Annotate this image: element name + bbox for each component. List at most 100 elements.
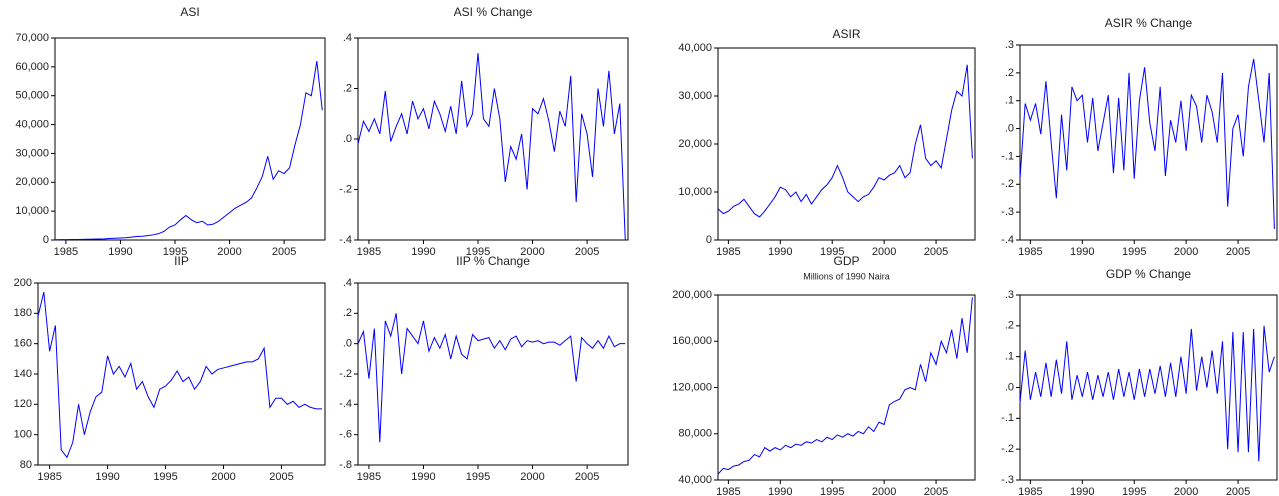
x-tick-label: 1995 — [163, 246, 187, 258]
y-tick-label: -.4 — [339, 398, 352, 410]
plot-frame — [357, 282, 629, 466]
y-tick-label: 20,000 — [678, 138, 712, 150]
x-tick-label: 2005 — [575, 471, 599, 483]
y-tick-label: .0 — [343, 338, 352, 350]
y-tick-label: 0 — [43, 234, 49, 246]
y-tick-label: 10,000 — [15, 205, 49, 217]
y-tick-label: 160 — [14, 338, 32, 350]
x-tick-label: 2000 — [217, 246, 241, 258]
y-tick-label: -.2 — [1001, 178, 1014, 190]
x-tick-label: 1995 — [1122, 486, 1146, 496]
data-line — [1019, 58, 1275, 229]
y-tick-label: -.6 — [339, 429, 352, 441]
y-tick-label: .4 — [343, 32, 352, 44]
x-tick-label: 2000 — [520, 471, 544, 483]
x-tick-label: 2005 — [924, 246, 948, 258]
y-tick-label: 30,000 — [678, 90, 712, 102]
y-tick-label: 140 — [14, 368, 32, 380]
y-tick-label: .2 — [1005, 320, 1014, 332]
y-tick-label: 40,000 — [678, 474, 712, 486]
y-tick-label: -.3 — [1001, 474, 1014, 486]
x-tick-label: 2005 — [575, 246, 599, 258]
x-tick-label: 1995 — [1122, 246, 1146, 258]
chart-title: ASI — [180, 5, 199, 19]
plot-frame — [37, 282, 326, 466]
y-tick-label: 160,000 — [672, 335, 712, 347]
x-tick-label: 1995 — [820, 486, 844, 496]
x-tick-label: 2000 — [872, 486, 896, 496]
x-tick-label: 2000 — [520, 246, 544, 258]
x-tick-label: 1985 — [1018, 486, 1042, 496]
y-tick-label: -.2 — [339, 368, 352, 380]
x-tick-label: 1995 — [820, 246, 844, 258]
y-tick-label: -.1 — [1001, 150, 1014, 162]
y-tick-label: -.1 — [1001, 412, 1014, 424]
chart-title: ASIR — [832, 27, 860, 41]
data-line — [1019, 325, 1275, 462]
y-tick-label: .1 — [1005, 351, 1014, 363]
x-tick-label: 1990 — [768, 486, 792, 496]
y-tick-label: -.3 — [1001, 206, 1014, 218]
y-tick-label: .0 — [1005, 122, 1014, 134]
x-tick-label: 2005 — [269, 471, 293, 483]
x-tick-label: 1990 — [411, 246, 435, 258]
x-tick-label: 1985 — [357, 471, 381, 483]
x-tick-label: 1990 — [768, 246, 792, 258]
y-tick-label: 200,000 — [672, 289, 712, 301]
data-line — [357, 313, 626, 443]
x-tick-label: 2000 — [872, 246, 896, 258]
y-tick-label: 10,000 — [678, 186, 712, 198]
y-tick-label: 50,000 — [15, 90, 49, 102]
x-tick-label: 1990 — [1070, 246, 1094, 258]
y-tick-label: .3 — [1005, 39, 1014, 51]
x-tick-label: 1985 — [716, 246, 740, 258]
chart-title: IIP % Change — [456, 254, 530, 268]
chart-title: GDP — [833, 254, 859, 268]
data-line — [37, 291, 323, 459]
y-tick-label: -.2 — [339, 183, 352, 195]
y-tick-label: 70,000 — [15, 32, 49, 44]
x-tick-label: 2005 — [272, 246, 296, 258]
y-tick-label: .2 — [1005, 67, 1014, 79]
x-tick-label: 1990 — [95, 471, 119, 483]
data-line — [717, 297, 973, 475]
y-tick-label: 120,000 — [672, 381, 712, 393]
x-tick-label: 1985 — [54, 246, 78, 258]
y-tick-label: .3 — [1005, 289, 1014, 301]
y-tick-label: 120 — [14, 398, 32, 410]
y-tick-label: 30,000 — [15, 147, 49, 159]
y-tick-label: .4 — [343, 277, 352, 289]
y-tick-label: 0 — [706, 234, 712, 246]
y-tick-label: .0 — [1005, 381, 1014, 393]
y-tick-label: 40,000 — [15, 118, 49, 130]
x-tick-label: 2000 — [1174, 246, 1198, 258]
y-tick-label: 20,000 — [15, 176, 49, 188]
plot-frame — [54, 37, 326, 241]
x-tick-label: 2005 — [1226, 486, 1250, 496]
x-tick-label: 1985 — [357, 246, 381, 258]
x-tick-label: 1995 — [153, 471, 177, 483]
x-tick-label: 1985 — [716, 486, 740, 496]
x-tick-label: 1995 — [466, 471, 490, 483]
y-tick-label: .0 — [343, 133, 352, 145]
x-tick-label: 2005 — [924, 486, 948, 496]
x-tick-label: 1990 — [411, 471, 435, 483]
data-line — [54, 61, 323, 241]
x-tick-label: 2000 — [211, 471, 235, 483]
chart-title: ASIR % Change — [1105, 16, 1193, 30]
y-tick-label: 200 — [14, 277, 32, 289]
y-tick-label: -.4 — [339, 234, 352, 246]
y-tick-label: 80,000 — [678, 428, 712, 440]
y-tick-label: 180 — [14, 307, 32, 319]
y-tick-label: 60,000 — [15, 61, 49, 73]
y-tick-label: -.8 — [339, 459, 352, 471]
chart-title: IIP — [174, 254, 189, 268]
chart-title: ASI % Change — [454, 5, 533, 19]
chart-subtitle: Millions of 1990 Naira — [803, 271, 890, 281]
y-tick-label: -.2 — [1001, 443, 1014, 455]
y-tick-label: 80 — [20, 459, 32, 471]
y-tick-label: -.4 — [1001, 234, 1014, 246]
plot-frame — [1019, 44, 1278, 241]
data-line — [357, 53, 626, 241]
